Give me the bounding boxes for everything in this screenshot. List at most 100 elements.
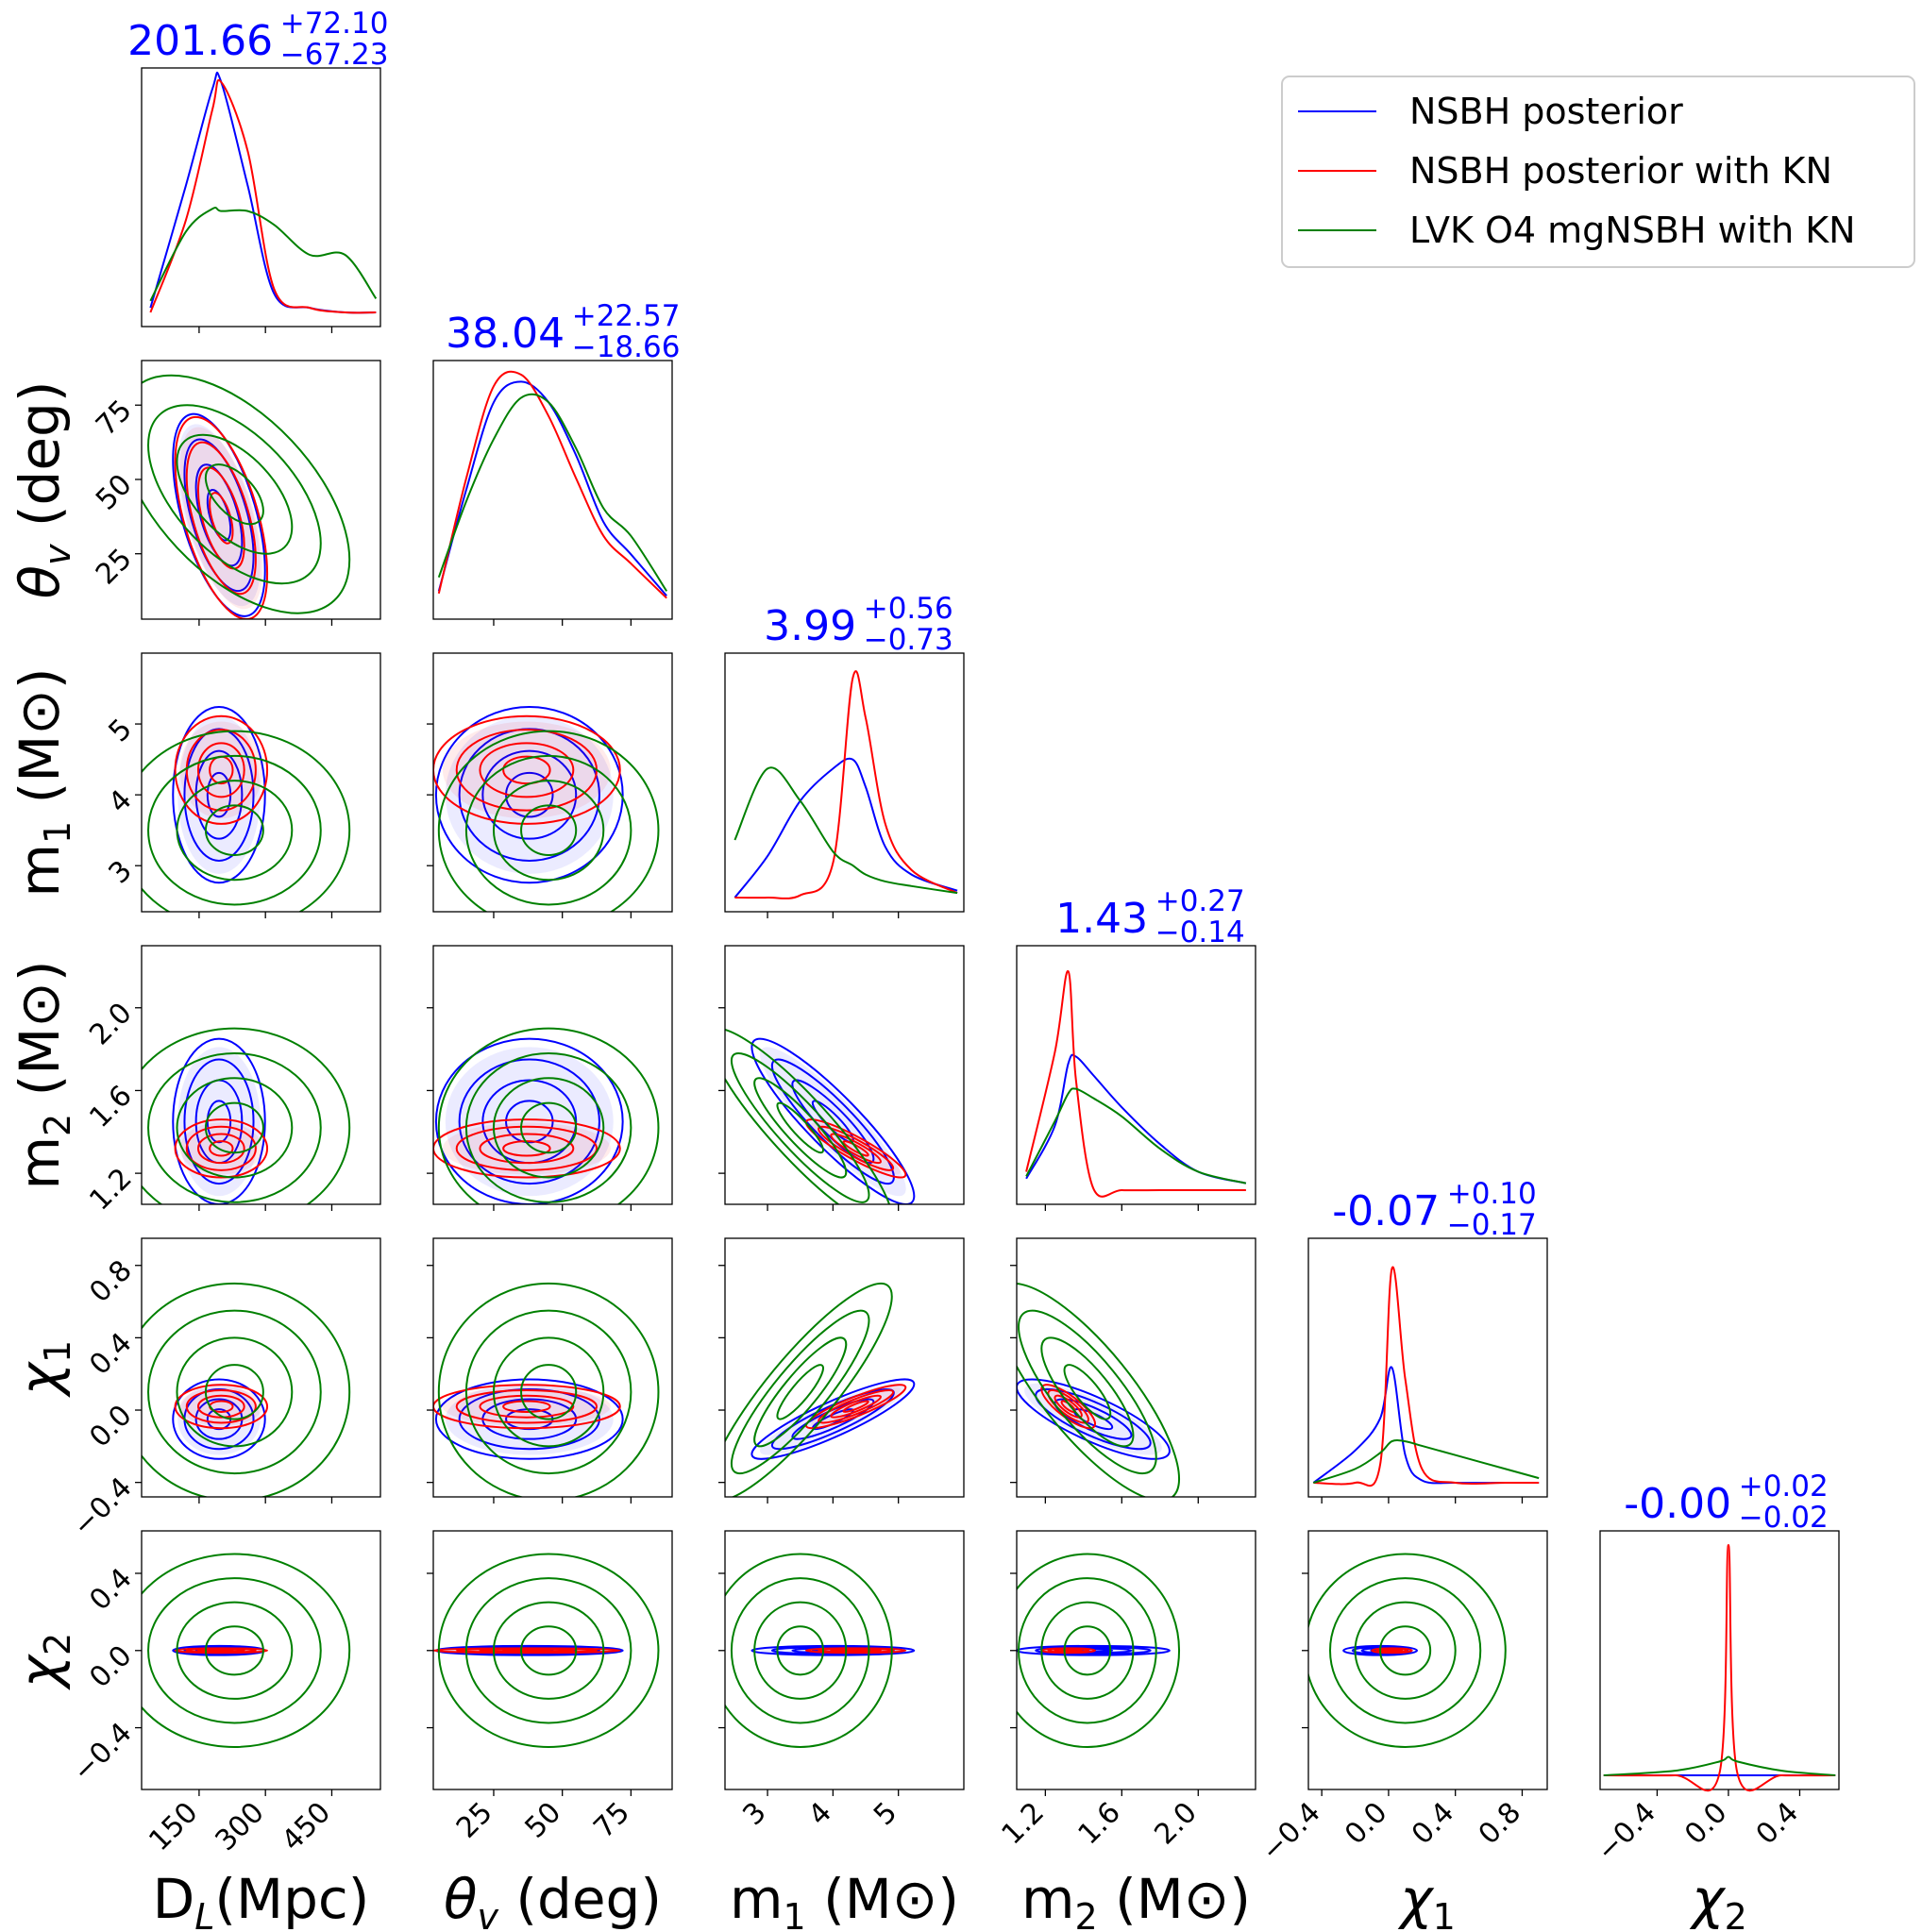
contour-2-level-2: [464, 1051, 632, 1203]
title-median-chi2: -0.00: [1624, 1480, 1731, 1528]
contour-1-level-2: [1047, 1388, 1089, 1424]
x-tick-label-m1-0: 3: [736, 1796, 772, 1832]
title-median-theta: 38.04: [446, 310, 565, 358]
contour-1-level-2: [455, 1125, 599, 1171]
legend-label-0: NSBH posterior: [1409, 91, 1683, 132]
contour-2-level-2: [147, 1051, 322, 1203]
legend-label-2: LVK O4 mgNSBH with KN: [1409, 210, 1856, 251]
y-axis-label-theta-main: θ: [8, 565, 72, 599]
y-axis-label-theta: θv (deg): [8, 380, 78, 598]
y-tick-label-m1-0: 3: [102, 854, 138, 890]
title-median-dl: 201.66: [127, 17, 273, 65]
panel-content: [142, 1282, 351, 1497]
panel-chi2-vs-theta: [432, 1530, 673, 1790]
x-tick-label-theta-0: 25: [450, 1796, 499, 1845]
contour-1-level-3: [433, 1118, 621, 1179]
contour-0-level-1: [194, 463, 244, 567]
y-tick-label-m2-2: 2.0: [83, 997, 138, 1051]
contour-2-level-0: [204, 1101, 264, 1154]
y-axis-label-m1: m1 (M⊙): [8, 667, 78, 897]
panel-content: [725, 1027, 916, 1204]
panel-frame: [141, 1530, 381, 1790]
density-fill-0: [445, 1047, 614, 1197]
contour-0-level-1: [194, 749, 244, 840]
y-axis-label-chi1: χ1: [8, 1340, 78, 1399]
panel-m2-vs-m1: [724, 945, 965, 1205]
contour-2-level-1: [1040, 1336, 1135, 1448]
panel-chi2-vs-dl: [141, 1530, 381, 1790]
contour-1-level-2: [185, 1388, 257, 1424]
contour-2-level-0: [204, 1625, 264, 1676]
panel-chi1-vs-theta: [432, 1237, 673, 1498]
panel-content: [725, 1282, 916, 1497]
x-axis-label-theta-sub: v: [477, 1896, 498, 1932]
x-tick-label-chi2-1: 0.0: [1678, 1796, 1733, 1851]
x-axis-label-dl: DL(Mpc): [153, 1867, 370, 1932]
contour-2-level-1: [753, 1077, 848, 1179]
marginal-curve-chi1-0: [1312, 1366, 1540, 1485]
x-axis-label-dl-main: D: [153, 1867, 195, 1931]
contour-1-level-1: [196, 742, 245, 798]
contour-1-level-3: [433, 1384, 621, 1430]
marginal-curve-m1-1: [734, 670, 958, 899]
contour-0-level-3: [750, 1644, 916, 1656]
y-tick-label-theta-0: 25: [90, 543, 139, 592]
x-tick-label-chi2-0: −0.4: [1591, 1796, 1662, 1868]
contour-2-level-1: [492, 780, 605, 882]
panel-chi2-vs-chi1: [1307, 1530, 1548, 1790]
title-minus-chi1: −0.17: [1447, 1208, 1537, 1242]
y-tick-label-theta-1: 50: [90, 468, 139, 517]
x-axis-label-m2-rest: (M⊙): [1098, 1867, 1251, 1931]
x-tick-label-theta-1: 50: [519, 1796, 568, 1845]
x-tick-label-chi1-1: 0.0: [1339, 1796, 1393, 1851]
title-minus-m1: −0.73: [864, 623, 953, 657]
x-axis-label-chi1-sub: 1: [1433, 1896, 1456, 1932]
marginal-frame-dl: [141, 67, 381, 328]
contour-1-level-3: [174, 1118, 269, 1179]
contour-1-level-1: [1054, 1394, 1083, 1419]
contour-2-level-2: [1018, 1309, 1157, 1475]
contour-1-level-1: [479, 742, 575, 798]
contour-2-level-1: [753, 1336, 848, 1448]
contour-2-level-1: [492, 1601, 605, 1700]
contour-1-level-1: [479, 1394, 575, 1419]
contour-2-level-3: [142, 730, 351, 912]
title-minus-chi2: −0.02: [1739, 1501, 1829, 1535]
contour-1-level-1: [196, 1133, 245, 1165]
x-tick-label-m2-0: 1.2: [996, 1796, 1051, 1851]
contour-0-level-2: [183, 438, 255, 593]
contour-0-level-2: [1035, 1646, 1152, 1655]
contour-2-level-1: [492, 1336, 605, 1448]
x-tick-label-dl-0: 150: [143, 1796, 204, 1857]
contour-0-level-0: [206, 489, 232, 542]
contour-2-level-1: [176, 1336, 294, 1448]
contour-1-level-3: [804, 1647, 907, 1655]
title-plus-m2: +0.27: [1155, 884, 1245, 918]
y-axis-label-chi2-sub: 2: [37, 1633, 78, 1655]
marginal-frame-m2: [1016, 945, 1256, 1205]
y-axis-label-chi2-main: χ: [8, 1653, 72, 1690]
contour-2-level-1: [1354, 1601, 1457, 1700]
panel-content: [142, 374, 351, 619]
panel-content: [142, 1553, 351, 1748]
x-tick-label-m1-1: 4: [802, 1796, 838, 1832]
panel-content: [433, 1282, 660, 1497]
marginal-curve-dl-1: [149, 79, 377, 314]
contour-2-level-1: [753, 1601, 848, 1700]
contour-2-level-0: [1379, 1625, 1432, 1676]
x-axis-label-chi2-main: χ: [1689, 1867, 1727, 1931]
contour-2-level-2: [464, 1577, 632, 1724]
legend-label-1: NSBH posterior with KN: [1409, 150, 1832, 192]
title-minus-m2: −0.14: [1155, 916, 1245, 949]
marginal-curve-theta-0: [437, 380, 667, 596]
y-tick-label-m2-1: 1.6: [83, 1079, 138, 1134]
marginal-curve-chi1-2: [1312, 1438, 1540, 1484]
contour-2-level-2: [147, 1577, 322, 1724]
density-fill-1: [179, 721, 263, 819]
panel-frame: [141, 1237, 381, 1498]
title-minus-dl: −67.23: [280, 38, 389, 72]
contour-2-level-3: [142, 1282, 351, 1497]
density-fill-0: [177, 1047, 261, 1197]
contour-1-level-3: [433, 1647, 621, 1655]
panel-frame: [724, 945, 965, 1205]
